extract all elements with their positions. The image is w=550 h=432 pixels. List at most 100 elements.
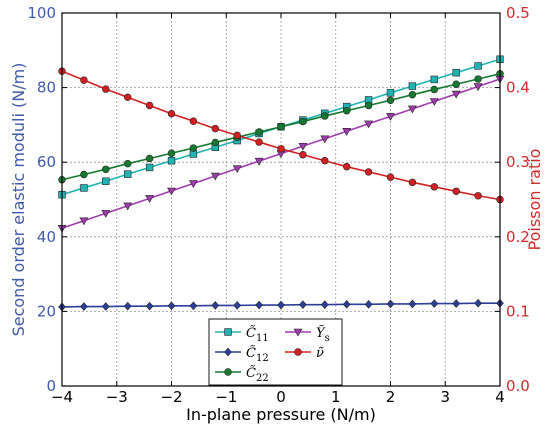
data-point-ys xyxy=(342,128,352,136)
data-point-nu xyxy=(408,178,417,187)
series-c22 xyxy=(58,70,504,184)
data-point-ys xyxy=(101,210,111,218)
data-point-nu xyxy=(277,145,285,153)
legend-marker-nu xyxy=(294,348,302,356)
data-point-ys xyxy=(232,165,242,174)
data-point-c12 xyxy=(386,299,395,309)
data-point-ys xyxy=(386,113,395,121)
data-point-ys xyxy=(298,142,308,151)
data-point-nu xyxy=(299,151,307,159)
data-point-ys xyxy=(429,98,439,106)
data-point-nu xyxy=(343,162,351,171)
x-tick-label: 3 xyxy=(440,388,450,406)
data-point-c22 xyxy=(80,170,88,179)
data-point-c22 xyxy=(277,123,285,131)
data-point-ys xyxy=(364,120,374,129)
data-point-c11 xyxy=(386,89,395,97)
y-right-tick-label: 0.0 xyxy=(506,377,530,395)
legend-item-c12: C̃12 xyxy=(215,345,269,364)
data-point-nu xyxy=(255,138,263,146)
data-point-nu xyxy=(364,168,373,176)
x-tick-label: −4 xyxy=(51,388,73,406)
data-point-c12 xyxy=(211,301,220,310)
x-tick-label: 4 xyxy=(495,388,505,406)
data-point-c11 xyxy=(145,163,154,172)
legend-item-ys: Ỹs xyxy=(285,325,330,344)
data-point-c22 xyxy=(474,75,482,83)
legend-marker-c11 xyxy=(224,328,232,336)
x-axis-label: In-plane pressure (N/m) xyxy=(186,405,376,424)
data-point-ys xyxy=(320,135,330,144)
data-point-nu xyxy=(123,93,132,101)
data-point-ys xyxy=(167,187,176,196)
legend-item-c22: C̃22 xyxy=(215,365,269,384)
data-point-c22 xyxy=(452,80,460,88)
y-left-tick-label: 20 xyxy=(37,302,56,320)
y-left-tick-label: 100 xyxy=(27,4,56,22)
y-right-tick-label: 0.3 xyxy=(506,153,530,171)
y-right-tick-label: 0.5 xyxy=(506,4,530,22)
ticks: −4 −3 −2 −1 0 1 2 3 40204060801000.00.10.20.30.4… xyxy=(27,4,530,406)
data-point-c12 xyxy=(430,299,439,308)
legend-label-nu: ν̃ xyxy=(316,346,324,361)
data-point-c11 xyxy=(124,170,132,178)
data-point-nu xyxy=(145,101,154,110)
data-point-c12 xyxy=(364,299,373,309)
data-point-nu xyxy=(233,131,241,140)
data-point-c22 xyxy=(167,149,176,157)
data-point-c12 xyxy=(123,301,132,311)
data-point-nu xyxy=(167,110,176,118)
x-tick-label: 1 xyxy=(331,388,341,406)
data-point-c12 xyxy=(233,301,241,310)
data-point-c11 xyxy=(80,184,88,192)
legend-marker-c12 xyxy=(224,347,232,357)
y-axis-left-label: Second order elastic moduli (N/m) xyxy=(9,63,28,337)
series-layer xyxy=(57,55,505,312)
data-point-nu xyxy=(102,85,110,93)
legend-item-c11: C̃11 xyxy=(215,325,269,344)
x-tick-label: −1 xyxy=(215,388,237,406)
data-point-c22 xyxy=(408,90,417,99)
data-point-nu xyxy=(386,173,395,181)
data-point-ys xyxy=(210,172,220,181)
data-point-c22 xyxy=(123,159,132,168)
data-point-c11 xyxy=(408,82,417,90)
data-point-nu xyxy=(80,76,88,84)
data-point-c11 xyxy=(452,68,460,77)
data-point-c12 xyxy=(167,301,176,311)
data-point-c12 xyxy=(321,300,329,310)
data-point-c12 xyxy=(189,301,198,311)
data-point-nu xyxy=(189,117,198,125)
data-point-c22 xyxy=(343,107,351,115)
y-right-tick-label: 0.4 xyxy=(506,79,530,97)
data-point-c12 xyxy=(452,299,460,308)
data-point-nu xyxy=(321,157,329,165)
x-tick-label: −2 xyxy=(160,388,182,406)
data-point-c12 xyxy=(299,300,307,310)
y-left-tick-label: 0 xyxy=(46,377,56,395)
legend-label-c11: C̃11 xyxy=(246,325,269,344)
data-point-c12 xyxy=(474,298,482,308)
data-point-c12 xyxy=(277,300,285,310)
legend-label-ys: Ỹs xyxy=(316,325,330,344)
data-point-c22 xyxy=(386,96,395,104)
data-point-c12 xyxy=(342,299,351,309)
x-tick-label: 0 xyxy=(276,388,286,406)
legend-marker-ys xyxy=(293,328,303,337)
data-point-c12 xyxy=(80,302,88,311)
data-point-c12 xyxy=(145,301,154,311)
data-point-nu xyxy=(452,187,460,195)
series-nu xyxy=(58,67,504,204)
y-left-tick-label: 60 xyxy=(37,153,56,171)
data-point-nu xyxy=(430,183,438,191)
data-point-c12 xyxy=(255,300,263,310)
data-point-c12 xyxy=(102,302,110,311)
legend-item-nu: ν̃ xyxy=(285,346,324,361)
legend-label-c22: C̃22 xyxy=(246,365,269,384)
y-right-tick-label: 0.2 xyxy=(506,228,530,246)
data-point-c22 xyxy=(255,128,263,136)
legend: C̃11C̃12C̃22 Ỹs ν̃ xyxy=(208,318,343,386)
series-ys xyxy=(57,75,505,233)
data-point-c11 xyxy=(430,75,438,84)
